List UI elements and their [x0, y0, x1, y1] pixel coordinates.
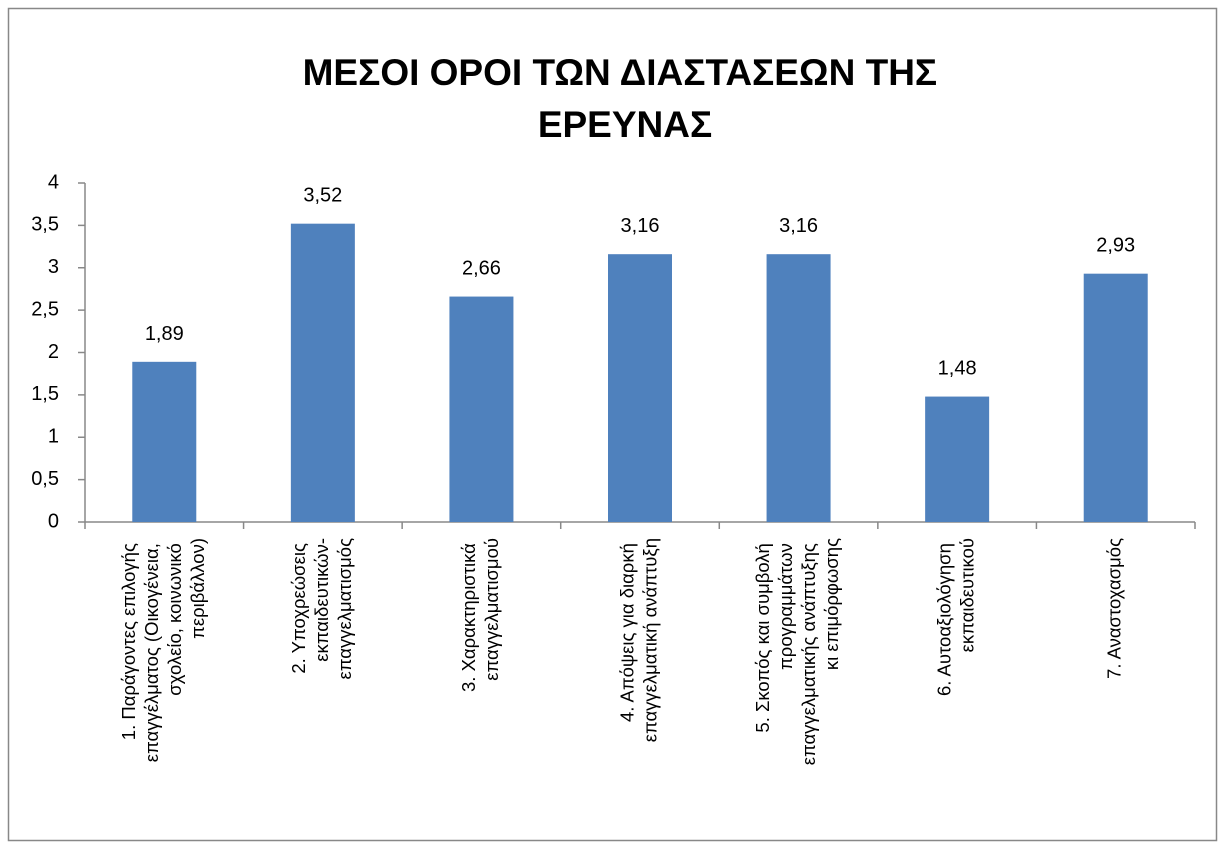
bar: [449, 296, 514, 522]
bar: [290, 223, 355, 522]
x-tick-label: 1. Παράγοντες επιλογής επαγγέλματος (Οικ…: [118, 538, 208, 762]
y-tick-label: 1: [48, 426, 59, 448]
data-label: 2,66: [462, 258, 501, 280]
data-label: 1,48: [938, 358, 977, 380]
y-tick-label: 3,5: [31, 214, 59, 236]
chart-title: ΜΕΣΟΙ ΟΡΟΙ ΤΩΝ ΔΙΑΣΤΑΣΕΩΝ ΤΗΣ ΕΡΕΥΝΑΣ: [303, 52, 948, 145]
data-label: 3,16: [621, 215, 660, 237]
x-tick-label: 6. Αυτοαξιολόγηση εκπαιδευτικού: [934, 538, 978, 696]
data-label: 3,16: [779, 215, 818, 237]
x-tick-label: 5. Σκοπός και συμβολή προγραμμάτων επαγγ…: [752, 538, 842, 765]
x-tick-label: 4. Απόψεις για διαρκή επαγγελματική ανάπ…: [616, 538, 660, 742]
bar: [1083, 273, 1148, 522]
y-tick-label: 2,5: [31, 298, 59, 320]
x-tick-label: 7. Αναστοχασμός: [1104, 538, 1125, 679]
y-tick-label: 0,5: [31, 468, 59, 490]
data-label: 1,89: [145, 323, 184, 345]
y-tick-label: 2: [48, 341, 59, 363]
x-tick-label: 2. Υποχρεώσεις εκπαιδευτικών-επαγγελματι…: [288, 538, 355, 680]
y-tick-label: 3: [48, 256, 59, 278]
data-label: 2,93: [1096, 235, 1135, 257]
bar: [132, 361, 197, 522]
x-tick-label: 3. Χαρακτηριστικά επαγγελματισμού: [458, 538, 502, 692]
y-tick-label: 1,5: [31, 383, 59, 405]
bar: [925, 396, 990, 522]
bar: [608, 254, 672, 522]
y-tick-label: 4: [48, 171, 59, 193]
y-tick-label: 0: [48, 510, 59, 532]
data-label: 3,52: [303, 185, 342, 207]
bar: [766, 254, 831, 522]
